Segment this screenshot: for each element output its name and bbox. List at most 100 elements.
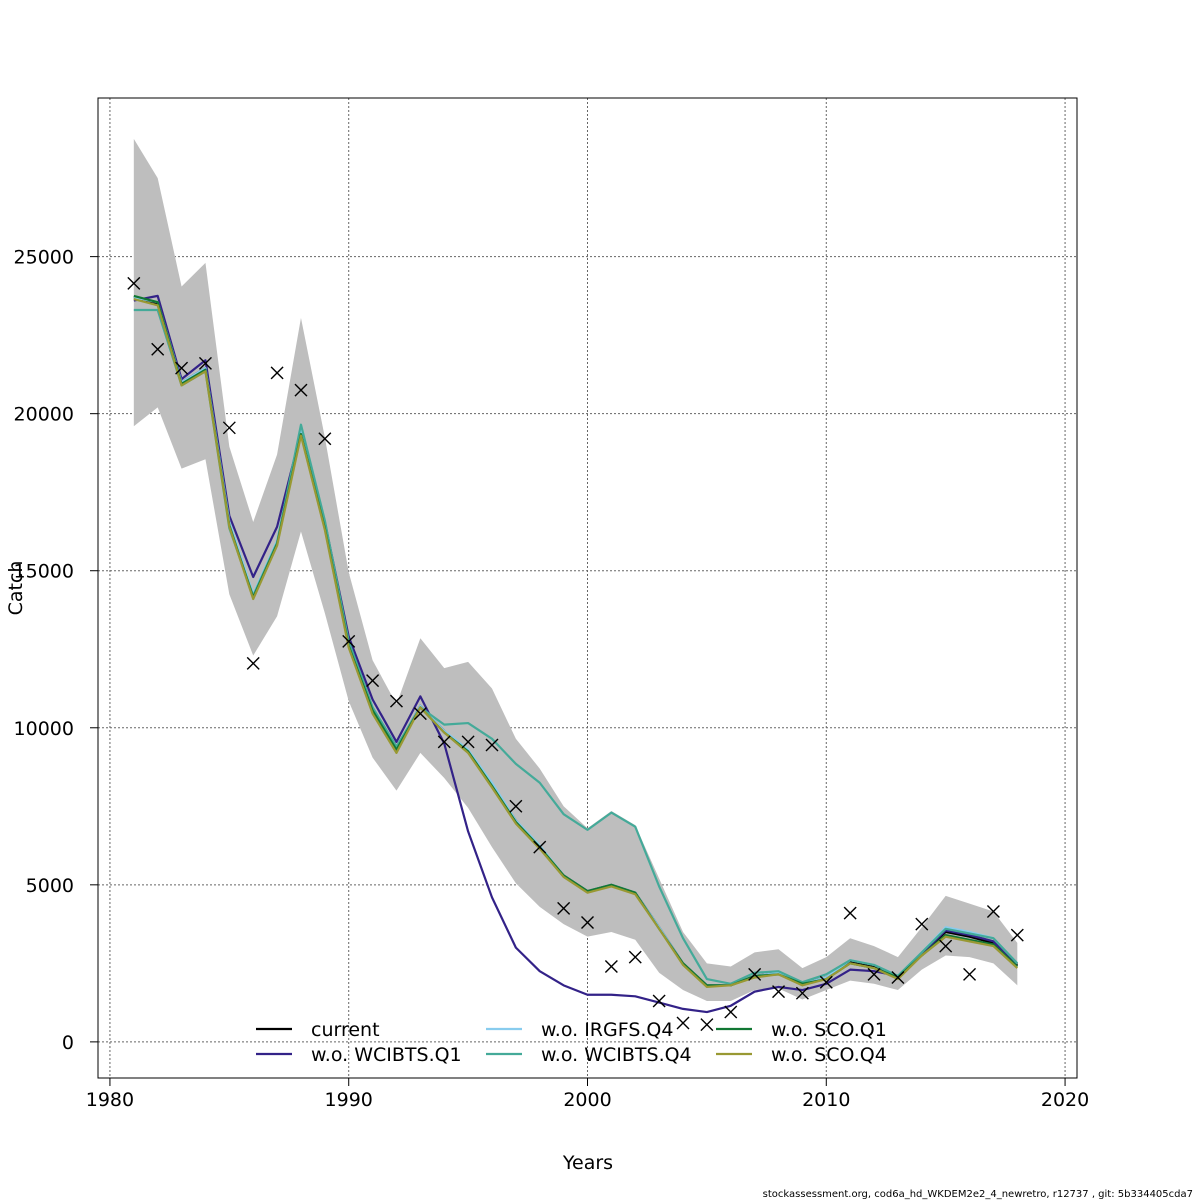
legend-label: w.o. SCO.Q1 — [771, 1019, 887, 1041]
observation-point — [533, 840, 547, 854]
confidence-band — [133, 138, 1018, 1002]
y-tick-label: 20000 — [14, 404, 74, 426]
observation-point — [963, 967, 977, 981]
observation-point — [557, 901, 571, 915]
confidence-band-layer — [133, 138, 1018, 1002]
observation-stroke — [127, 276, 141, 290]
observation-stroke — [724, 1005, 738, 1019]
observation-point — [509, 799, 523, 813]
observation-stroke — [318, 432, 332, 446]
observation-point — [891, 970, 905, 984]
series-line-w-o-sco-q4 — [133, 297, 1019, 989]
observation-stroke — [342, 634, 356, 648]
observation-point — [581, 916, 594, 930]
observation-point — [151, 342, 165, 356]
y-tick-label: 10000 — [14, 718, 74, 740]
legend-label: w.o. WCIBTS.Q1 — [311, 1044, 462, 1066]
observation-point — [437, 735, 451, 749]
x-tick-label: 2010 — [802, 1089, 850, 1111]
observation-point — [628, 950, 642, 964]
observation-stroke — [652, 994, 666, 1008]
observation-stroke — [581, 916, 594, 930]
observation-stroke — [604, 959, 618, 973]
observation-point — [939, 939, 953, 953]
axes: 1980 1990 2000 2010 2020 0 5000 10000 15000 20000… — [14, 247, 1090, 1111]
observation-point — [1010, 928, 1024, 942]
observation-point — [748, 967, 762, 981]
observation-stroke — [151, 342, 165, 356]
x-tick-label: 1980 — [86, 1089, 134, 1111]
y-tick-label: 0 — [62, 1032, 74, 1054]
observation-point — [867, 967, 881, 981]
legend-label: w.o. SCO.Q4 — [771, 1044, 887, 1066]
legend-label: w.o. WCIBTS.Q4 — [541, 1044, 692, 1066]
observation-point — [604, 959, 618, 973]
observation-point — [222, 421, 236, 435]
observation-point — [772, 985, 786, 999]
observation-stroke — [939, 939, 953, 953]
observation-point — [843, 906, 857, 920]
observation-point — [342, 634, 356, 648]
observation-point — [389, 694, 403, 708]
observation-stroke — [748, 967, 762, 981]
x-axis-title: Years — [562, 1152, 613, 1174]
observation-point — [986, 905, 1000, 919]
y-axis-title: Catch — [5, 561, 27, 616]
observation-stroke — [772, 985, 786, 999]
observation-stroke — [963, 967, 977, 981]
y-tick-label: 15000 — [14, 561, 74, 583]
legend-label: w.o. IRGFS.Q4 — [541, 1019, 673, 1041]
observation-point — [366, 674, 380, 688]
x-tick-label: 1990 — [325, 1089, 373, 1111]
observation-stroke — [867, 967, 881, 981]
observation-stroke — [246, 656, 260, 670]
observation-stroke — [986, 905, 1000, 919]
series-layer — [133, 294, 1019, 1014]
observation-stroke — [628, 950, 642, 964]
observation-stroke — [915, 917, 929, 931]
observation-stroke — [1010, 928, 1024, 942]
observation-point — [461, 735, 475, 749]
x-tick-label: 2020 — [1041, 1089, 1089, 1111]
observation-point — [485, 738, 499, 752]
observation-stroke — [389, 694, 403, 708]
observation-point — [318, 432, 332, 446]
observation-stroke — [843, 906, 857, 920]
observation-stroke — [676, 1016, 690, 1030]
observation-stroke — [437, 735, 451, 749]
observation-point — [652, 994, 666, 1008]
observation-point — [915, 917, 929, 931]
observation-stroke — [413, 707, 427, 721]
observation-point — [198, 356, 212, 370]
observation-stroke — [795, 986, 809, 1000]
observation-stroke — [485, 738, 499, 752]
observation-point — [413, 707, 427, 721]
y-tick-label: 25000 — [14, 247, 74, 269]
observation-stroke — [700, 1018, 714, 1032]
observation-point — [676, 1016, 690, 1030]
observation-stroke — [557, 901, 571, 915]
footer-note: stockassessment.org, cod6a_hd_WKDEM2e2_4… — [763, 1189, 1193, 1200]
observation-layer — [127, 276, 1024, 1032]
observation-stroke — [891, 970, 905, 984]
observation-stroke — [270, 366, 284, 380]
observation-stroke — [222, 421, 236, 435]
legend-label: current — [311, 1019, 380, 1041]
observation-stroke — [294, 383, 308, 397]
observation-point — [246, 656, 260, 670]
observation-point — [127, 276, 141, 290]
observation-stroke — [509, 799, 523, 813]
observation-point — [819, 975, 833, 989]
observation-stroke — [819, 975, 833, 989]
observation-point — [724, 1005, 738, 1019]
observation-stroke — [461, 735, 475, 749]
observation-stroke — [175, 361, 189, 375]
legend: current w.o. WCIBTS.Q1 w.o. IRGFS.Q4 w.o. W… — [256, 1019, 887, 1066]
x-tick-label: 2000 — [563, 1089, 611, 1111]
observation-point — [294, 383, 308, 397]
y-tick-label: 5000 — [26, 875, 74, 897]
observation-stroke — [366, 674, 380, 688]
observation-point — [175, 361, 189, 375]
